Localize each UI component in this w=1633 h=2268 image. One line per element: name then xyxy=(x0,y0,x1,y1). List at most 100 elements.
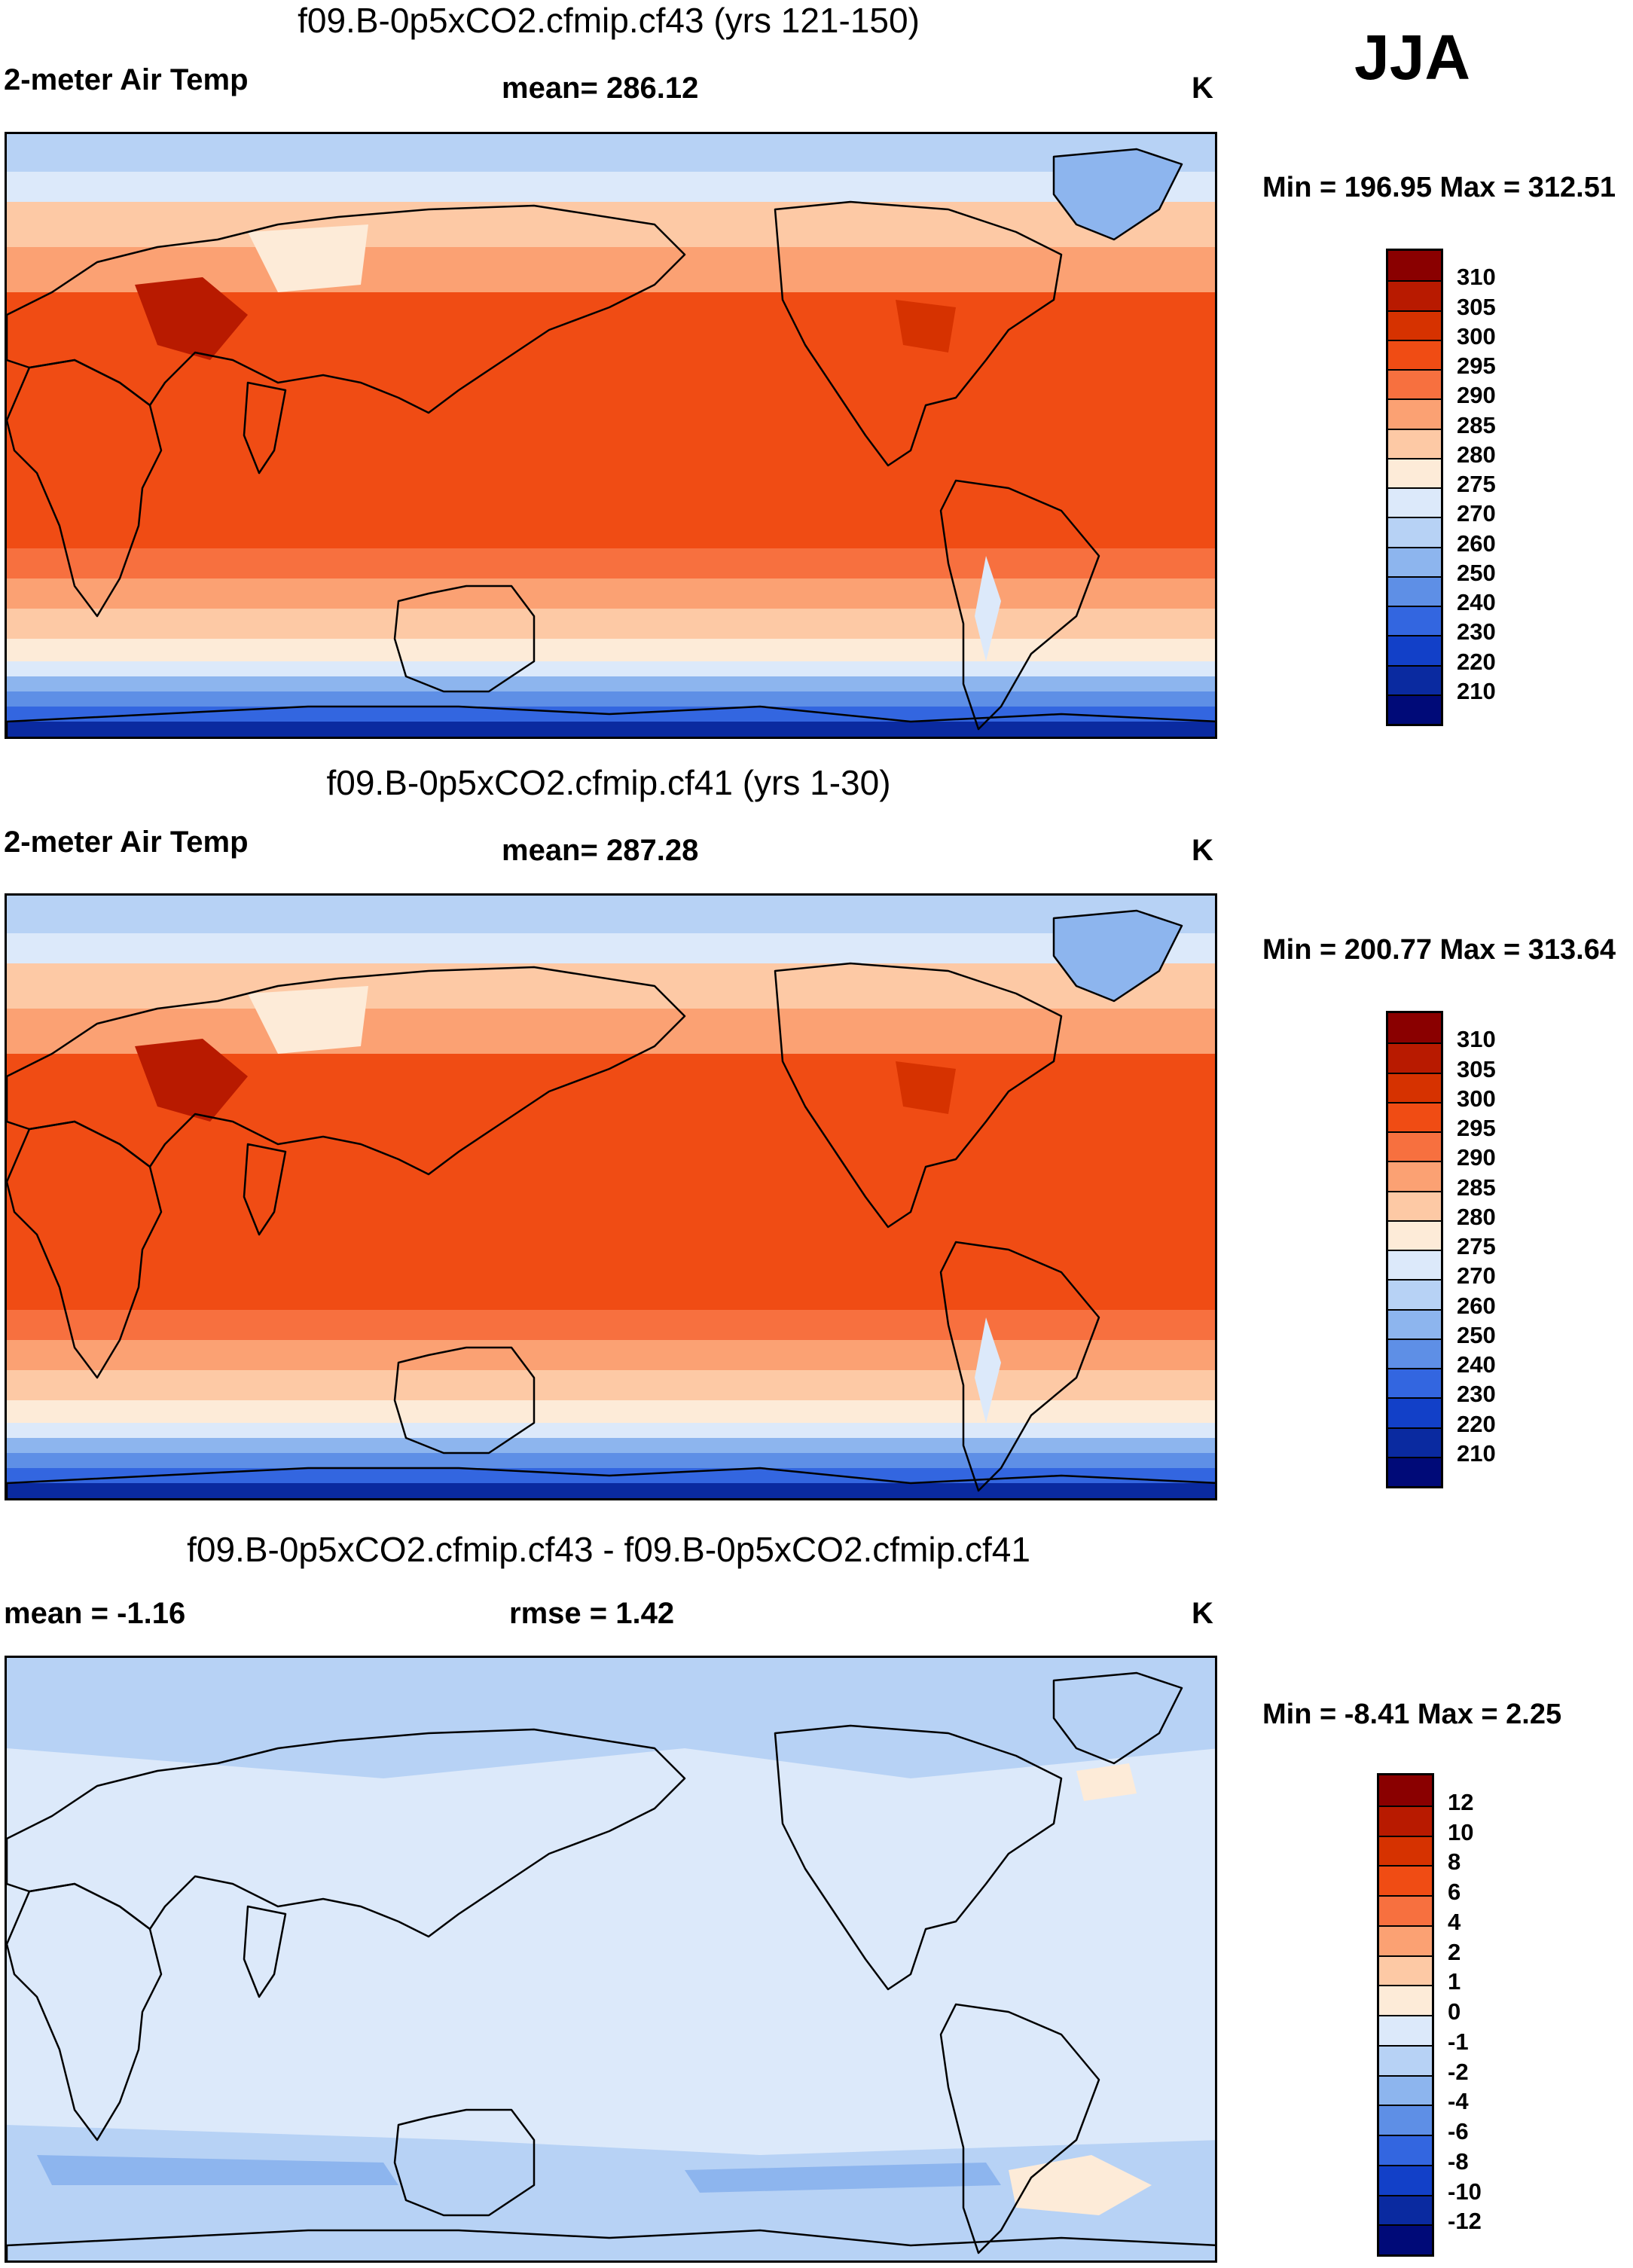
colorbar-cell xyxy=(1388,517,1441,547)
coastline-antarctica xyxy=(7,705,1215,737)
colorbar-tick-label: 10 xyxy=(1448,1818,1474,1845)
colorbar-tick-label: 300 xyxy=(1457,1085,1496,1112)
colorbar-tick-label: 275 xyxy=(1457,471,1496,497)
colorbar-cell xyxy=(1379,1985,1432,2015)
colorbar-cell xyxy=(1388,694,1441,724)
temperature-band xyxy=(7,1483,1215,1498)
coastline-samerica xyxy=(939,2003,1100,2254)
andes-region xyxy=(975,1317,1001,1423)
panel-2-minmax-label: Min = 200.77 Max = 313.64 xyxy=(1262,934,1616,966)
colorbar-tick-label: -10 xyxy=(1448,2178,1482,2205)
colorbar-cell xyxy=(1388,1338,1441,1368)
temperature-band xyxy=(7,661,1215,676)
coastline-australia xyxy=(393,1346,536,1455)
colorbar-cell xyxy=(1388,369,1441,399)
colorbar-cell xyxy=(1379,2135,1432,2165)
colorbar-cell xyxy=(1379,2074,1432,2105)
colorbar-tick-label: 240 xyxy=(1457,589,1496,615)
panel-3-mean-label: mean = -1.16 xyxy=(4,1597,186,1630)
colorbar-tick-label: 230 xyxy=(1457,1381,1496,1408)
temperature-band xyxy=(7,1310,1215,1340)
ice-region xyxy=(1054,149,1182,240)
colorbar-cell xyxy=(1379,1925,1432,1955)
temperature-band xyxy=(7,1423,1215,1438)
map-canvas xyxy=(7,1658,1215,2260)
coastline-india xyxy=(243,1143,287,1236)
colorbar-cell xyxy=(1379,1865,1432,1895)
coastline-namerica xyxy=(774,1724,1063,1991)
temperature-band xyxy=(7,896,1215,933)
colorbar-tick-label: 285 xyxy=(1457,1174,1496,1201)
colorbar-tick-label: 310 xyxy=(1457,264,1496,291)
colorbar-cell xyxy=(1379,2224,1432,2254)
colorbar-tick-label: 285 xyxy=(1457,411,1496,438)
colorbar-tick-label: 4 xyxy=(1448,1908,1461,1935)
coastline-namerica xyxy=(774,962,1063,1229)
andes-region xyxy=(975,556,1001,661)
hot-region xyxy=(135,1039,248,1122)
colorbar-cell xyxy=(1388,280,1441,310)
colorbar-cell xyxy=(1379,1775,1432,1806)
colorbar-tick-label: 1 xyxy=(1448,1968,1461,1995)
colorbar-tick-label: 300 xyxy=(1457,322,1496,350)
coastline-greenland xyxy=(1052,148,1183,241)
colorbar-tick-label: 250 xyxy=(1457,1321,1496,1348)
panel-3-colorbar xyxy=(1377,1773,1434,2257)
coastline-australia xyxy=(393,585,536,693)
colorbar-tick-label: 6 xyxy=(1448,1879,1461,1905)
colorbar-cell xyxy=(1388,1368,1441,1398)
colorbar-cell xyxy=(1388,1042,1441,1073)
cooling-region xyxy=(7,2125,1215,2260)
cooling-region xyxy=(7,1658,1215,1778)
panel-2-variable-label: 2-meter Air Temp xyxy=(4,826,249,859)
colorbar-cell xyxy=(1388,1161,1441,1191)
colorbar-cell xyxy=(1388,575,1441,606)
colorbar-cell xyxy=(1379,2015,1432,2045)
coastline-india xyxy=(243,381,287,475)
colorbar-cell xyxy=(1388,1101,1441,1131)
strong-cooling-region xyxy=(37,2155,398,2185)
colorbar-cell xyxy=(1379,2105,1432,2135)
colorbar-cell xyxy=(1379,1805,1432,1836)
colorbar-cell xyxy=(1388,635,1441,665)
colorbar-tick-label: -4 xyxy=(1448,2088,1469,2115)
map-canvas xyxy=(7,896,1215,1498)
colorbar-cell xyxy=(1388,1456,1441,1486)
colorbar-tick-label: 260 xyxy=(1457,1292,1496,1319)
colorbar-tick-label: 2 xyxy=(1448,1938,1461,1965)
colorbar-cell xyxy=(1388,457,1441,487)
ice-region xyxy=(1054,911,1182,1001)
colorbar-tick-label: 270 xyxy=(1457,500,1496,527)
temperature-band xyxy=(7,578,1215,609)
colorbar-tick-label: -12 xyxy=(1448,2208,1482,2235)
colorbar-tick-label: 240 xyxy=(1457,1351,1496,1378)
temperature-band xyxy=(7,202,1215,247)
temperature-band xyxy=(7,963,1215,1009)
colorbar-cell xyxy=(1388,1013,1441,1043)
coastline-eurasia xyxy=(7,1728,686,1938)
colorbar-cell xyxy=(1388,546,1441,576)
coastline-namerica xyxy=(774,200,1063,467)
panel-1-minmax-label: Min = 196.95 Max = 312.51 xyxy=(1262,172,1616,203)
temperature-band xyxy=(7,548,1215,578)
colorbar-tick-label: 270 xyxy=(1457,1262,1496,1290)
coastline-antarctica xyxy=(7,1467,1215,1498)
temperature-band xyxy=(7,1453,1215,1468)
temperature-band xyxy=(7,676,1215,691)
colorbar-cell xyxy=(1388,1279,1441,1309)
colorbar-cell xyxy=(1388,1131,1441,1161)
season-label: JJA xyxy=(1354,22,1471,93)
colorbar-cell xyxy=(1379,1835,1432,1866)
colorbar-tick-label: 220 xyxy=(1457,648,1496,675)
hot-region xyxy=(896,300,956,353)
temperature-band xyxy=(7,933,1215,963)
panel-3-minmax-label: Min = -8.41 Max = 2.25 xyxy=(1262,1699,1562,1730)
colorbar-tick-label: 305 xyxy=(1457,293,1496,320)
panel-1-colorbar xyxy=(1386,249,1443,726)
panel-3-title: f09.B-0p5xCO2.cfmip.cf43 - f09.B-0p5xCO2… xyxy=(187,1530,1030,1569)
colorbar-cell xyxy=(1388,1397,1441,1427)
strong-cooling-region xyxy=(685,2163,1001,2193)
colorbar-tick-label: -6 xyxy=(1448,2118,1469,2144)
colorbar-cell xyxy=(1379,2044,1432,2075)
colorbar-tick-label: 8 xyxy=(1448,1848,1461,1876)
